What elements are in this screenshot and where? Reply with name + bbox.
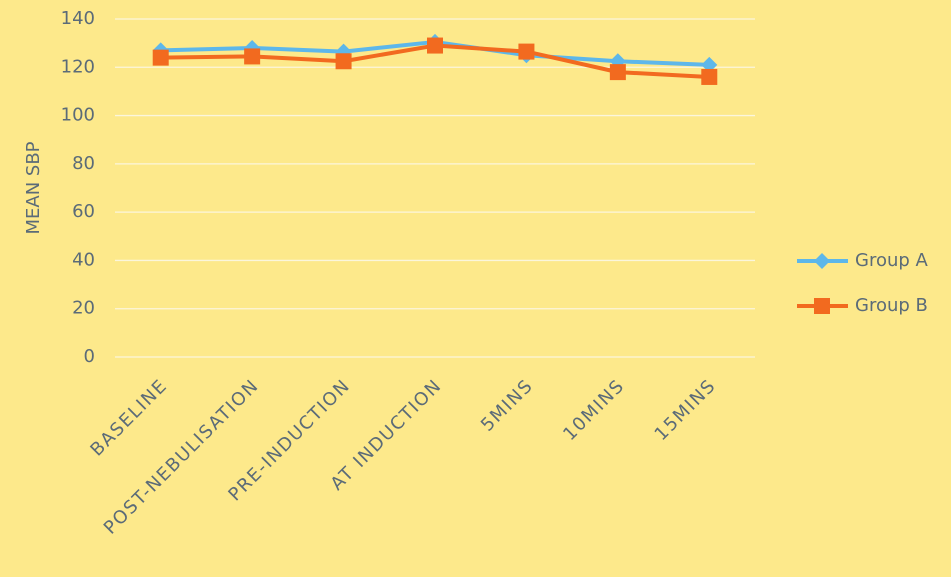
data-point xyxy=(518,43,535,60)
y-tick-label: 100 xyxy=(61,105,95,126)
data-point xyxy=(701,68,718,85)
legend-marker xyxy=(814,298,830,314)
data-point xyxy=(701,56,718,73)
data-point xyxy=(152,49,169,66)
x-tick-label: POST-NEBULISATION xyxy=(100,375,263,538)
y-tick-label: 20 xyxy=(72,298,95,319)
x-tick-label: BASELINE xyxy=(86,375,171,460)
y-tick-label: 120 xyxy=(61,56,95,77)
x-tick-label: 5MINS xyxy=(477,375,538,436)
data-point xyxy=(427,37,443,54)
y-tick-label: 0 xyxy=(84,346,95,367)
y-tick-label: 140 xyxy=(61,8,95,29)
x-tick-label: 10MINS xyxy=(559,375,629,445)
data-point xyxy=(609,64,626,81)
legend-label: Group A xyxy=(855,250,929,271)
legend-marker xyxy=(814,253,830,269)
x-tick-label: 15MINS xyxy=(651,375,721,445)
y-axis-label: MEAN SBP xyxy=(23,141,44,234)
y-tick-label: 80 xyxy=(72,153,95,174)
legend-label: Group B xyxy=(855,295,928,316)
data-point xyxy=(335,53,352,70)
data-point xyxy=(244,48,261,65)
y-tick-label: 60 xyxy=(72,201,95,222)
y-tick-label: 40 xyxy=(72,249,95,270)
